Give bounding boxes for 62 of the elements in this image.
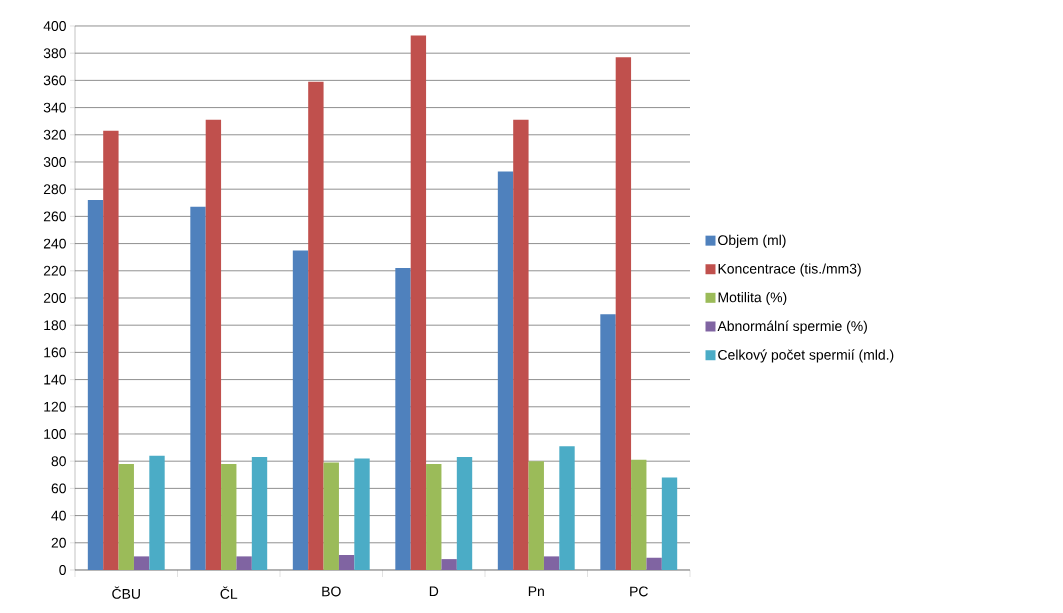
x-tick-label: ČBU: [112, 586, 140, 599]
y-tick-label: 260: [43, 211, 66, 222]
legend-label: Koncentrace (tis./mm3): [718, 263, 861, 277]
bar: [513, 119, 529, 570]
bar: [118, 463, 134, 570]
bar: [661, 477, 678, 570]
y-tick-label: 280: [43, 184, 66, 195]
x-tick-label: BO: [322, 586, 341, 597]
bar: [133, 556, 150, 570]
bar: [543, 556, 560, 570]
bar: [308, 81, 324, 570]
bar: [103, 130, 119, 570]
y-tick-label: 320: [43, 129, 66, 140]
bar: [410, 35, 427, 570]
bar: [441, 559, 457, 570]
bar: [528, 461, 544, 570]
y-tick-label: 200: [43, 293, 66, 303]
bar: [323, 462, 339, 570]
y-tick-label: 100: [44, 429, 66, 439]
y-tick-label: 300: [43, 157, 66, 167]
y-tick-label: 160: [44, 347, 66, 358]
bar: [631, 459, 647, 570]
x-tick-label: ČL: [220, 586, 238, 599]
bar: [426, 463, 442, 570]
y-tick-label: 180: [44, 320, 66, 331]
y-tick-label: 380: [43, 48, 66, 59]
y-tick-label: 60: [51, 483, 66, 494]
x-tick-label: D: [429, 586, 439, 597]
x-tick-label: Pn: [528, 586, 544, 597]
bar: [646, 557, 662, 570]
x-tick-label: PC: [630, 586, 648, 597]
bar: [205, 119, 222, 570]
y-tick-label: 120: [44, 401, 66, 412]
y-tick-label: 340: [43, 102, 66, 113]
bar: [190, 206, 206, 570]
bar: [236, 556, 252, 570]
bar: [251, 457, 268, 570]
bar: [338, 555, 355, 570]
bar: [221, 463, 237, 570]
legend-label: Objem (ml): [718, 234, 786, 248]
y-tick-label: 80: [51, 456, 66, 467]
y-tick-label: 360: [43, 75, 66, 86]
bar: [149, 455, 165, 570]
legend-label: Abnormální spermie (%): [717, 320, 867, 334]
bar: [456, 457, 473, 570]
bar: [615, 57, 632, 570]
y-tick-label: 240: [43, 238, 66, 249]
legend-label: Celkový počet spermií (mld.): [718, 349, 894, 363]
bar: [600, 314, 616, 570]
y-tick-label: 140: [44, 374, 66, 385]
bar: [292, 250, 309, 570]
y-tick-label: 20: [51, 537, 66, 548]
bar: [559, 446, 575, 570]
bar: [497, 171, 514, 570]
y-tick-label: 220: [43, 265, 66, 276]
y-tick-label: 0: [59, 565, 66, 575]
bar: [87, 200, 104, 570]
bar: [354, 458, 370, 570]
y-tick-label: 400: [43, 21, 66, 31]
y-tick-label: 40: [51, 510, 66, 521]
bar: [395, 268, 411, 570]
legend-label: Motilita (%): [718, 292, 787, 306]
